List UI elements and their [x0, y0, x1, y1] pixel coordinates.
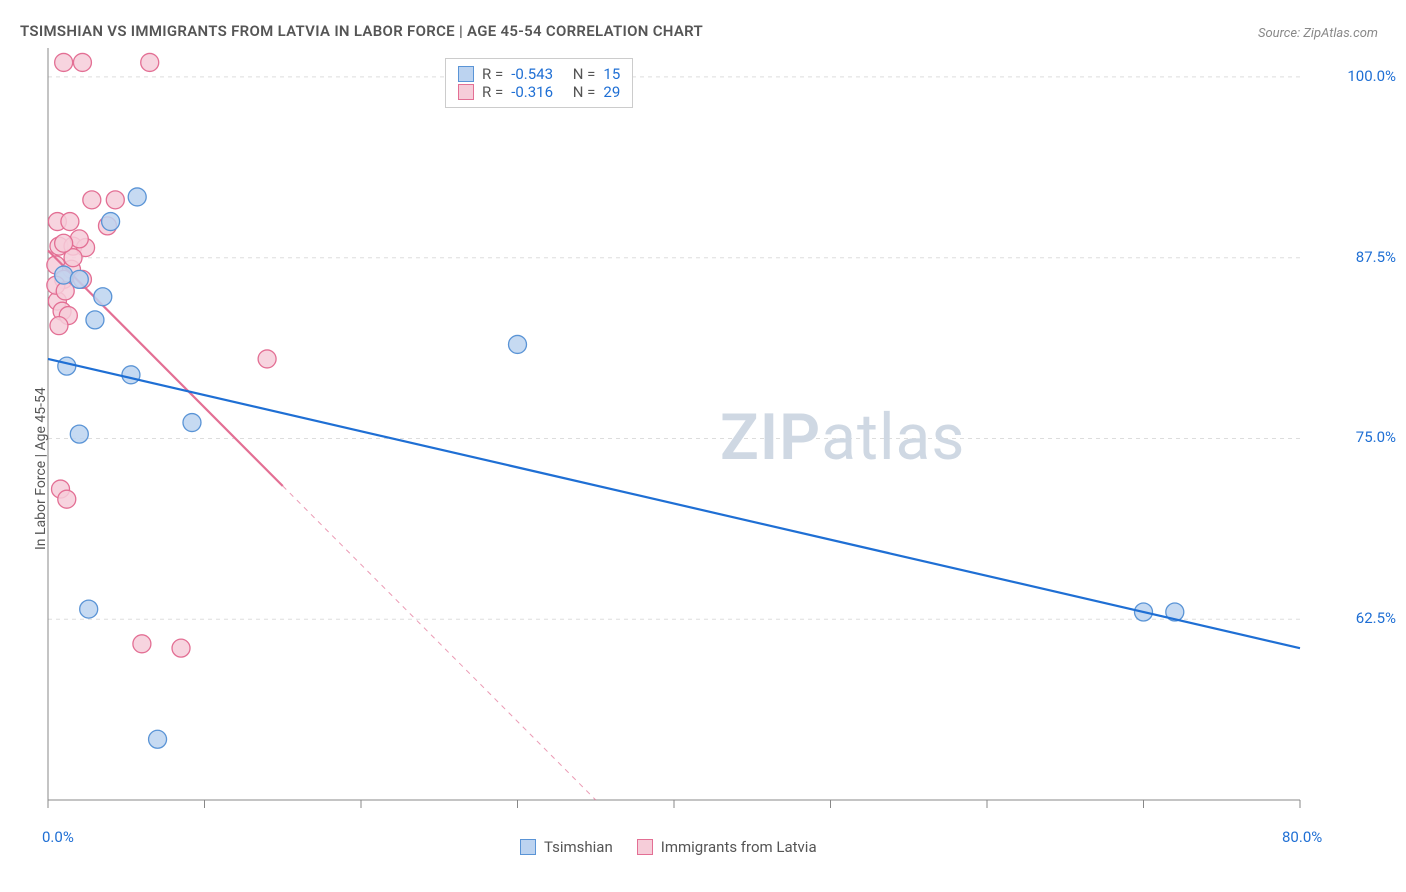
y-tick-label: 100.0%	[1316, 67, 1396, 85]
r-value: -0.316	[511, 83, 553, 101]
r-label: R =	[482, 83, 503, 101]
legend-item: Immigrants from Latvia	[637, 838, 817, 856]
correlation-chart	[0, 0, 1406, 892]
legend-label: Tsimshian	[544, 838, 613, 856]
x-tick-label: 80.0%	[1282, 828, 1322, 846]
legend-item: Tsimshian	[520, 838, 613, 856]
y-tick-label: 75.0%	[1316, 428, 1396, 446]
legend-swatch-icon	[458, 84, 474, 100]
r-label: R =	[482, 65, 503, 83]
y-tick-label: 62.5%	[1316, 609, 1396, 627]
legend-swatch-icon	[520, 839, 536, 855]
n-value: 29	[603, 83, 620, 101]
legend-swatch-icon	[637, 839, 653, 855]
legend-swatch-icon	[458, 66, 474, 82]
n-label: N =	[573, 65, 596, 83]
y-axis-label: In Labor Force | Age 45-54	[33, 387, 49, 550]
n-label: N =	[573, 83, 596, 101]
r-value: -0.543	[511, 65, 553, 83]
correlation-stats-box: R = -0.543 N = 15 R = -0.316 N = 29	[445, 58, 633, 108]
series-legend: Tsimshian Immigrants from Latvia	[520, 838, 817, 856]
x-tick-label: 0.0%	[42, 828, 74, 846]
chart-title: TSIMSHIAN VS IMMIGRANTS FROM LATVIA IN L…	[20, 22, 703, 40]
stats-row: R = -0.316 N = 29	[458, 83, 620, 101]
source-attribution: Source: ZipAtlas.com	[1258, 26, 1378, 41]
y-tick-label: 87.5%	[1316, 248, 1396, 266]
legend-label: Immigrants from Latvia	[661, 838, 817, 856]
n-value: 15	[603, 65, 620, 83]
stats-row: R = -0.543 N = 15	[458, 65, 620, 83]
